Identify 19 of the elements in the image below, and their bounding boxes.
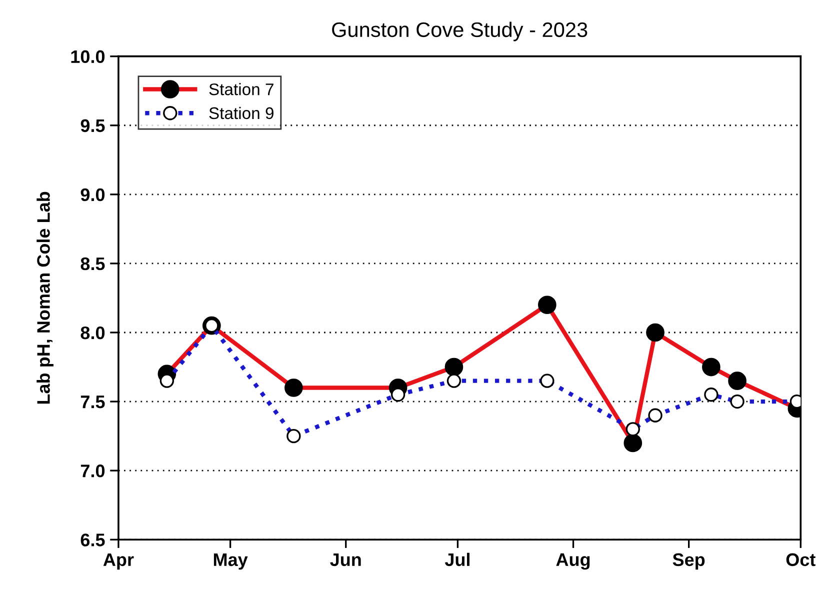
y-tick-label: 10.0 [71,50,105,64]
x-tick-label: Jul [444,552,470,566]
legend-label: Station 7 [209,83,274,96]
y-tick-label: 9.5 [80,119,105,132]
chart-title: Gunston Cove Study - 2023 [332,22,588,42]
y-tick-label: 8.0 [80,326,105,340]
y-tick-label: 9.0 [80,188,105,202]
y-tick-label: 8.5 [80,257,105,270]
x-tick-label: Jun [330,553,361,566]
x-tick-label: Aug [556,553,590,570]
x-tick-label: Apr [103,553,134,570]
x-tick-label: Sep [672,553,705,570]
y-axis-title: Lab pH, Noman Cole Lab [36,192,54,404]
x-tick-label: May [214,553,248,570]
y-tick-label: 7.5 [80,396,105,408]
y-tick-label: 6.5 [80,534,105,546]
legend-label: Station 9 [209,106,274,120]
y-tick-label: 7.0 [80,464,105,478]
x-tick-label: Oct [786,553,816,566]
